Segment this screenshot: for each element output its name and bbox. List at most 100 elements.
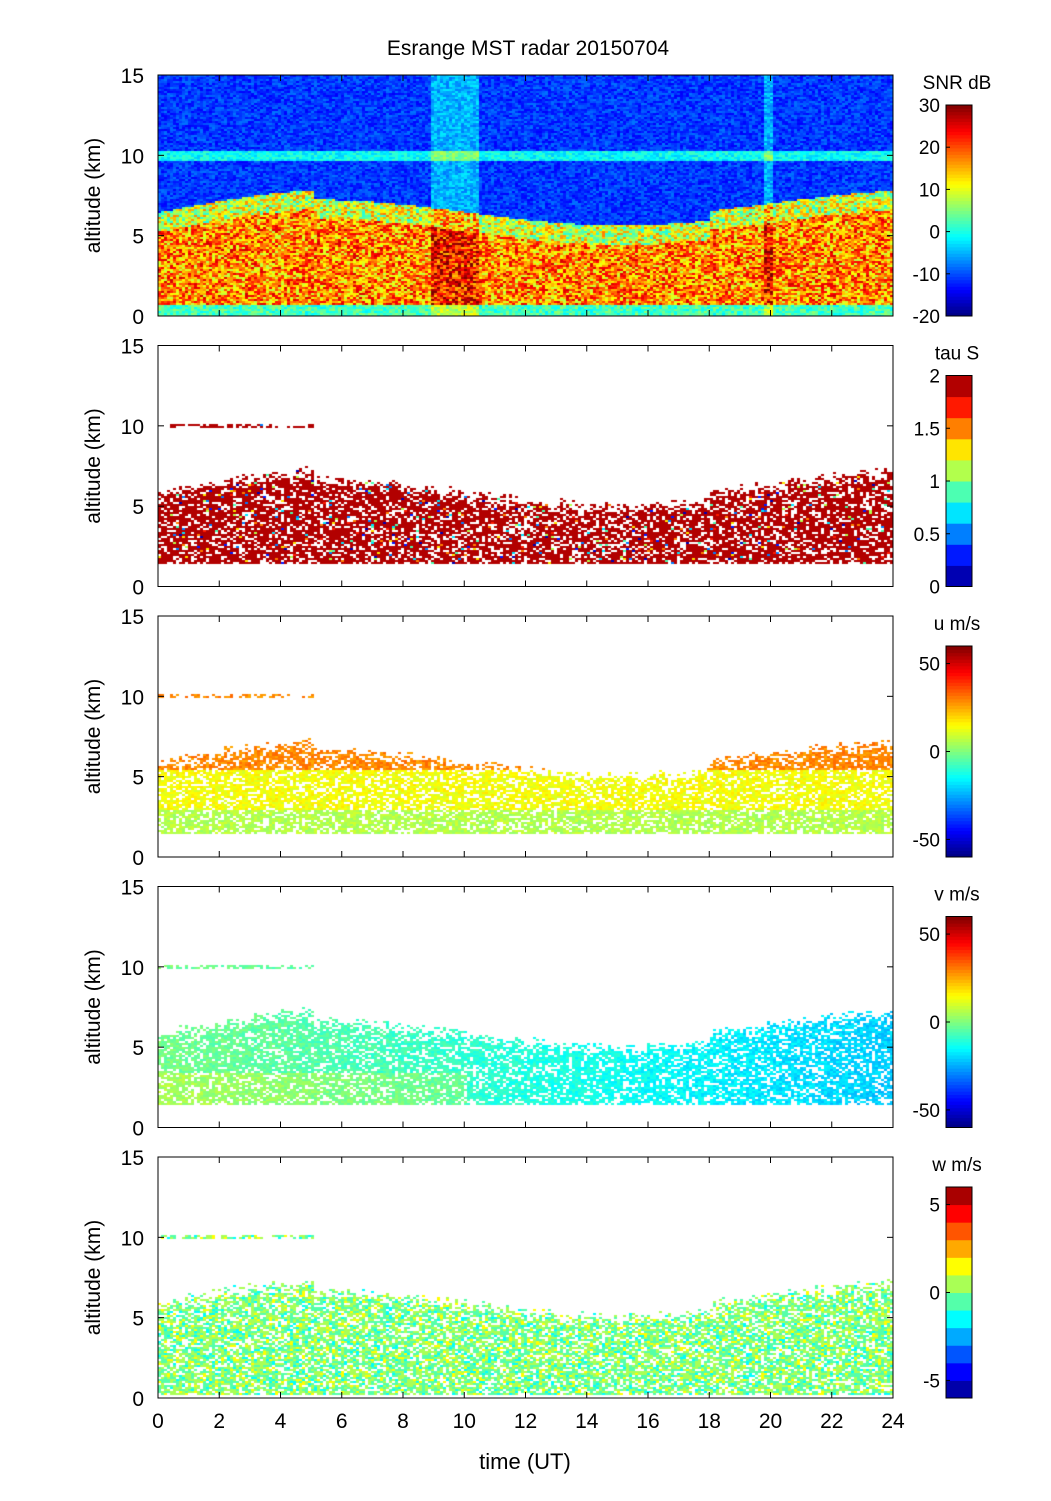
- colorbar-segment: [946, 998, 972, 1003]
- colorbar-segment: [946, 1038, 972, 1043]
- colorbar-segment: [946, 306, 972, 310]
- heatmap-v: [158, 886, 893, 1128]
- colorbar-segment: [946, 180, 972, 185]
- colorbar-segment: [946, 932, 972, 937]
- colorbar-segment: [946, 711, 972, 716]
- colorbar-segment: [946, 771, 972, 776]
- colorbar-segment: [946, 108, 972, 113]
- colorbar-segment: [946, 523, 972, 545]
- colorbar-segment: [946, 289, 972, 294]
- colorbar-tick-label: 20: [919, 138, 940, 159]
- colorbar-segment: [946, 744, 972, 749]
- colorbar-segment: [946, 276, 972, 281]
- colorbar-segment: [946, 728, 972, 733]
- colorbar-segment: [946, 128, 972, 132]
- colorbar-segment: [946, 396, 972, 419]
- colorbar-tick-label: -5: [923, 1371, 940, 1392]
- y-tick-label: 5: [132, 496, 144, 519]
- colorbar-segment: [946, 1094, 972, 1099]
- colorbar-segment: [946, 761, 972, 766]
- colorbar-tick-label: 2: [929, 367, 940, 388]
- y-axis-label: altitude (km): [82, 408, 105, 524]
- colorbar-segment: [946, 659, 972, 663]
- colorbar-segment: [946, 995, 972, 1000]
- colorbar-segment: [946, 213, 972, 218]
- colorbar-segment: [946, 134, 972, 139]
- colorbar-segment: [946, 929, 972, 934]
- colorbar-tick-label: 1: [929, 472, 940, 493]
- colorbar-segment: [946, 1058, 972, 1063]
- colorbar-segment: [946, 982, 972, 987]
- colorbar-segment: [946, 269, 972, 274]
- colorbar-segment: [946, 665, 972, 670]
- colorbar-segment: [946, 194, 972, 198]
- plot-frame-u: [157, 615, 894, 858]
- x-tick-label: 8: [397, 1410, 409, 1433]
- chart-title: Esrange MST radar 20150704: [387, 37, 669, 60]
- colorbar-segment: [946, 787, 972, 792]
- colorbar-segment: [946, 157, 972, 162]
- colorbar-segment: [946, 705, 972, 710]
- heatmap-snr: [158, 75, 893, 316]
- colorbar-segment: [946, 111, 972, 116]
- y-tick-label: 0: [132, 847, 144, 870]
- heatmap-u: [158, 616, 893, 857]
- colorbar-segment: [946, 105, 972, 109]
- colorbar-segment: [946, 131, 972, 136]
- colorbar-segment: [946, 417, 972, 440]
- colorbar-segment: [946, 296, 972, 301]
- panel-u: 0 5 10 15 altitude (km) -50 0 50 u m/s: [82, 606, 980, 870]
- colorbar-segment: [946, 817, 972, 822]
- colorbar-segment: [946, 565, 972, 587]
- colorbar-segment: [946, 649, 972, 654]
- colorbar-segment: [946, 1117, 972, 1122]
- colorbar-segment: [946, 1327, 972, 1346]
- colorbar-segment: [946, 1097, 972, 1102]
- colorbar-segment: [946, 1054, 972, 1059]
- colorbar-segment: [946, 853, 972, 858]
- colorbar-segment: [946, 655, 972, 660]
- colorbar-segment: [946, 646, 972, 650]
- colorbar-segment: [946, 1031, 972, 1036]
- panel-v: 0 5 10 15 altitude (km) -50 0 50 v m/s: [82, 877, 980, 1141]
- y-tick-label: 10: [121, 1227, 144, 1250]
- colorbar-segment: [946, 299, 972, 304]
- colorbar-segment: [946, 1101, 972, 1105]
- colorbar-label-snr: SNR dB: [923, 73, 992, 94]
- colorbar-segment: [946, 200, 972, 205]
- colorbar-segment: [946, 794, 972, 799]
- colorbar-segment: [946, 1345, 972, 1364]
- colorbar-segment: [946, 174, 972, 179]
- colorbar-segment: [946, 154, 972, 159]
- colorbar-segment: [946, 1015, 972, 1020]
- colorbar-segment: [946, 688, 972, 693]
- colorbar-segment: [946, 1048, 972, 1053]
- colorbar-segment: [946, 840, 972, 845]
- colorbar-segment: [946, 273, 972, 277]
- colorbar-segment: [946, 774, 972, 779]
- colorbar-segment: [946, 682, 972, 687]
- colorbar-segment: [946, 1292, 972, 1311]
- colorbar-segment: [946, 1041, 972, 1046]
- colorbar-tick-label: -50: [913, 830, 940, 851]
- colorbar-segment: [946, 309, 972, 314]
- colorbar-segment: [946, 847, 972, 851]
- colorbar-tick-label: 0.5: [914, 525, 940, 546]
- colorbar-segment: [946, 1124, 972, 1128]
- colorbar-segment: [946, 1064, 972, 1069]
- colorbar-segment: [946, 266, 972, 271]
- heatmap-tau: [158, 345, 893, 587]
- colorbar-segment: [946, 1091, 972, 1096]
- colorbar-segment: [946, 1120, 972, 1125]
- colorbar-segment: [946, 151, 972, 155]
- colorbar-segment: [946, 926, 972, 931]
- colorbar-segment: [946, 1187, 972, 1206]
- colorbar-segment: [946, 236, 972, 241]
- x-tick-label: 10: [453, 1410, 476, 1433]
- colorbar-segment: [946, 956, 972, 960]
- colorbar-tick-label: 50: [919, 655, 940, 676]
- colorbar-segment: [946, 764, 972, 769]
